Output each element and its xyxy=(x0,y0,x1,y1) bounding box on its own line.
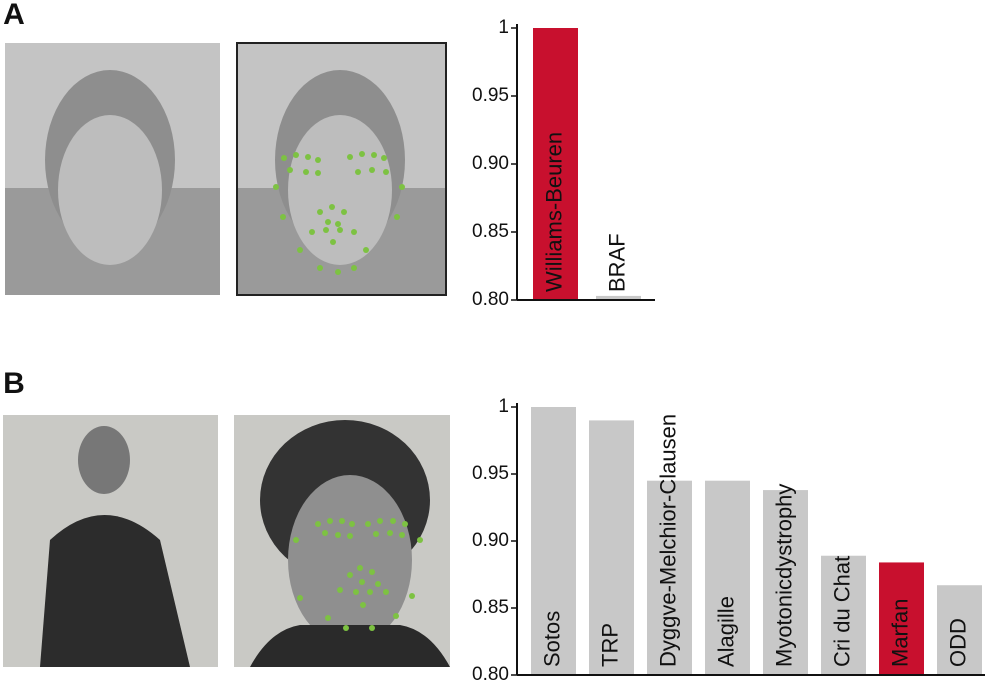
category-label: TRP xyxy=(597,623,622,667)
category-label: Alagille xyxy=(713,596,738,667)
face xyxy=(288,475,412,645)
collar xyxy=(250,625,450,667)
bar xyxy=(763,490,808,675)
landmarks xyxy=(273,151,405,275)
bar xyxy=(705,480,750,675)
bar xyxy=(533,28,578,300)
y-tick-label: 1 xyxy=(498,396,509,417)
bar xyxy=(647,480,692,675)
category-label: ODD xyxy=(945,618,970,667)
category-label: Marfan xyxy=(887,599,912,667)
bar xyxy=(589,420,634,675)
y-tick-label: 0.95 xyxy=(472,85,509,106)
bar xyxy=(596,295,641,300)
bar xyxy=(879,562,924,675)
panel-label: A xyxy=(3,0,25,31)
category-label: Williams-Beuren xyxy=(541,132,566,292)
category-label: BRAF xyxy=(604,233,629,292)
landmarks xyxy=(293,518,423,631)
category-label: Sotos xyxy=(539,611,564,667)
category-label: Dyggve-Melchior-Clausen xyxy=(655,414,680,667)
category-label: Myotonicdystrophy xyxy=(771,484,796,667)
y-tick-label: 0.80 xyxy=(472,664,509,680)
bar xyxy=(531,407,576,675)
panel-label: B xyxy=(3,367,25,400)
face xyxy=(58,115,162,265)
bar xyxy=(937,585,982,675)
face xyxy=(288,115,392,265)
y-tick-label: 0.90 xyxy=(472,153,509,174)
body xyxy=(40,515,190,667)
y-tick-label: 0.95 xyxy=(472,463,509,484)
y-tick-label: 0.80 xyxy=(472,289,509,310)
y-tick-label: 0.85 xyxy=(472,221,509,242)
y-tick-label: 0.85 xyxy=(472,597,509,618)
bar xyxy=(821,555,866,675)
category-label: Cri du Chat xyxy=(829,556,854,667)
y-tick-label: 1 xyxy=(498,17,509,38)
head xyxy=(78,426,130,494)
photos xyxy=(3,42,450,667)
y-tick-label: 0.90 xyxy=(472,530,509,551)
